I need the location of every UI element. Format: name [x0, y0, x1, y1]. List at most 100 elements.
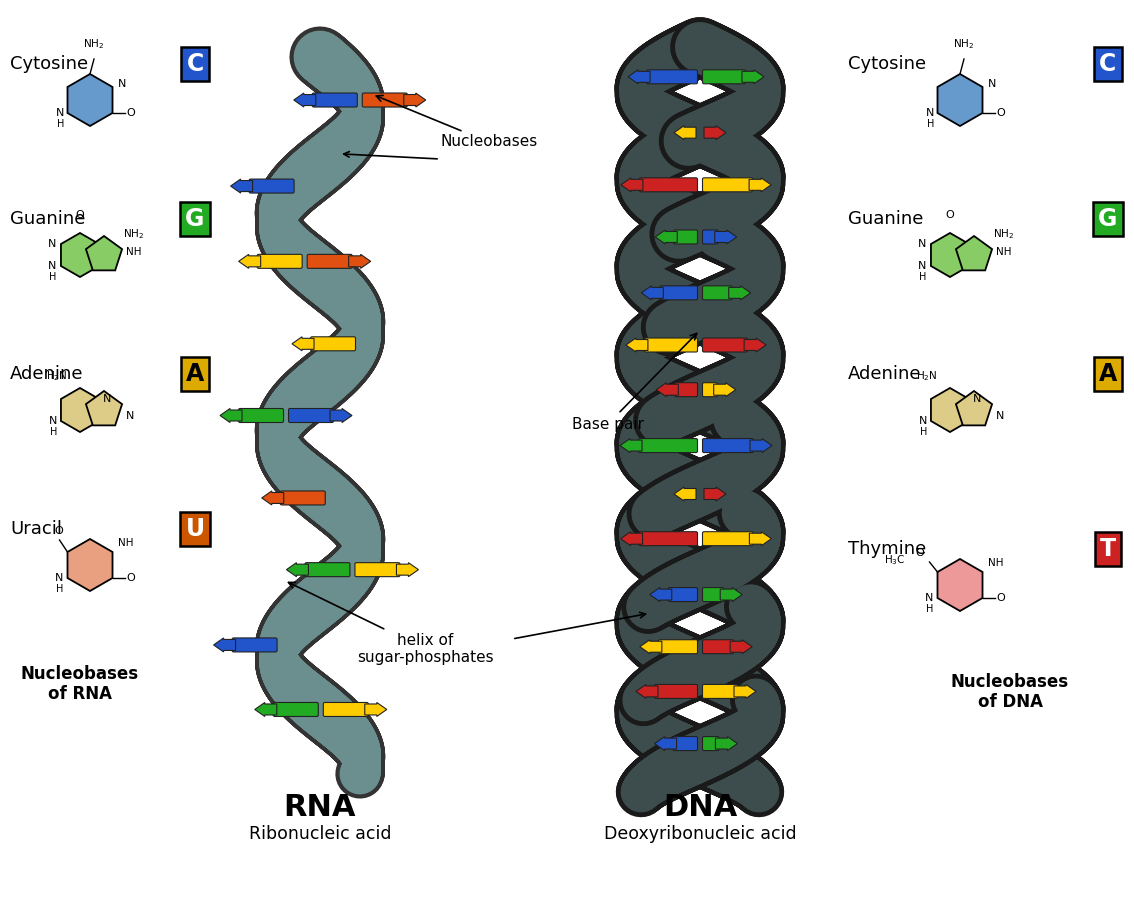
FancyBboxPatch shape	[659, 640, 697, 654]
Text: N: N	[996, 411, 1005, 421]
FancyArrow shape	[238, 254, 261, 269]
Text: C: C	[186, 52, 204, 76]
FancyArrow shape	[704, 487, 726, 501]
FancyBboxPatch shape	[702, 438, 753, 453]
FancyBboxPatch shape	[702, 531, 753, 546]
Text: N: N	[126, 411, 135, 421]
FancyBboxPatch shape	[675, 382, 697, 397]
Text: Thymine: Thymine	[848, 540, 926, 558]
Text: N: N	[917, 261, 926, 271]
Text: G: G	[1099, 207, 1118, 231]
FancyBboxPatch shape	[307, 254, 353, 269]
Text: H$_3$C: H$_3$C	[883, 553, 905, 566]
FancyBboxPatch shape	[273, 703, 319, 716]
Polygon shape	[931, 388, 970, 432]
FancyArrow shape	[750, 178, 771, 192]
Polygon shape	[86, 391, 122, 426]
FancyArrow shape	[713, 382, 736, 397]
FancyArrow shape	[655, 230, 677, 244]
FancyBboxPatch shape	[288, 409, 333, 422]
Polygon shape	[68, 539, 112, 591]
Text: O: O	[997, 593, 1005, 603]
FancyArrow shape	[650, 587, 671, 602]
Text: U: U	[186, 517, 204, 541]
FancyBboxPatch shape	[702, 382, 717, 397]
Text: Base pair: Base pair	[572, 334, 696, 431]
Text: RNA: RNA	[284, 793, 356, 822]
FancyArrow shape	[636, 685, 658, 698]
Text: N: N	[118, 79, 126, 89]
FancyArrow shape	[213, 638, 236, 652]
FancyArrow shape	[262, 491, 284, 505]
Text: O: O	[127, 108, 135, 118]
FancyBboxPatch shape	[702, 587, 723, 602]
FancyArrow shape	[404, 93, 425, 107]
Polygon shape	[956, 391, 992, 426]
Text: H: H	[920, 427, 926, 437]
FancyBboxPatch shape	[305, 563, 350, 576]
FancyBboxPatch shape	[232, 638, 277, 652]
Text: O: O	[54, 526, 62, 536]
Text: Guanine: Guanine	[848, 210, 923, 228]
FancyArrow shape	[294, 93, 315, 107]
FancyArrow shape	[654, 737, 677, 750]
FancyArrow shape	[744, 338, 767, 352]
Text: NH: NH	[996, 247, 1012, 257]
FancyBboxPatch shape	[355, 563, 400, 576]
FancyBboxPatch shape	[362, 93, 407, 107]
Text: A: A	[186, 362, 204, 386]
FancyArrow shape	[397, 563, 418, 576]
Text: H$_2$N: H$_2$N	[46, 369, 68, 383]
Polygon shape	[86, 236, 122, 271]
FancyArrow shape	[626, 338, 648, 352]
FancyArrow shape	[674, 487, 696, 501]
Text: Uracil: Uracil	[10, 520, 62, 538]
FancyBboxPatch shape	[702, 286, 733, 299]
FancyArrow shape	[716, 737, 737, 750]
FancyBboxPatch shape	[646, 69, 697, 84]
Text: N: N	[988, 79, 996, 89]
FancyBboxPatch shape	[702, 69, 745, 84]
Text: H: H	[50, 427, 57, 437]
FancyBboxPatch shape	[702, 230, 718, 244]
Polygon shape	[956, 236, 992, 271]
FancyArrow shape	[620, 531, 643, 546]
FancyBboxPatch shape	[702, 737, 719, 750]
FancyArrow shape	[734, 685, 756, 698]
Text: O: O	[127, 573, 135, 583]
Text: NH$_2$: NH$_2$	[993, 226, 1015, 241]
Text: N: N	[103, 394, 111, 404]
FancyArrow shape	[704, 125, 726, 140]
Polygon shape	[61, 388, 99, 432]
Text: Nucleobases
of DNA: Nucleobases of DNA	[951, 673, 1069, 712]
Text: NH$_2$: NH$_2$	[84, 37, 104, 51]
Text: O: O	[946, 210, 955, 220]
FancyArrow shape	[287, 563, 308, 576]
Polygon shape	[938, 74, 982, 126]
Polygon shape	[938, 559, 982, 611]
Text: helix of
sugar-phosphates: helix of sugar-phosphates	[288, 583, 493, 665]
Text: H: H	[919, 272, 926, 282]
FancyArrow shape	[720, 587, 743, 602]
FancyArrow shape	[365, 703, 387, 716]
Text: Adenine: Adenine	[10, 365, 84, 383]
Text: Ribonucleic acid: Ribonucleic acid	[248, 825, 391, 843]
Text: NH: NH	[988, 558, 1002, 568]
Text: G: G	[185, 207, 205, 231]
FancyBboxPatch shape	[702, 178, 753, 192]
Text: C: C	[1099, 52, 1117, 76]
Text: Deoxyribonucleic acid: Deoxyribonucleic acid	[603, 825, 796, 843]
Text: NH: NH	[126, 247, 142, 257]
Text: Nucleobases: Nucleobases	[376, 96, 538, 150]
FancyBboxPatch shape	[640, 531, 697, 546]
FancyBboxPatch shape	[311, 336, 355, 351]
FancyArrow shape	[628, 69, 650, 84]
FancyArrow shape	[730, 640, 752, 654]
Text: H: H	[49, 272, 56, 282]
FancyArrow shape	[674, 125, 696, 140]
FancyBboxPatch shape	[312, 93, 357, 107]
FancyArrow shape	[714, 230, 737, 244]
Polygon shape	[931, 233, 970, 277]
Text: DNA: DNA	[663, 793, 737, 822]
Text: O: O	[76, 210, 84, 220]
